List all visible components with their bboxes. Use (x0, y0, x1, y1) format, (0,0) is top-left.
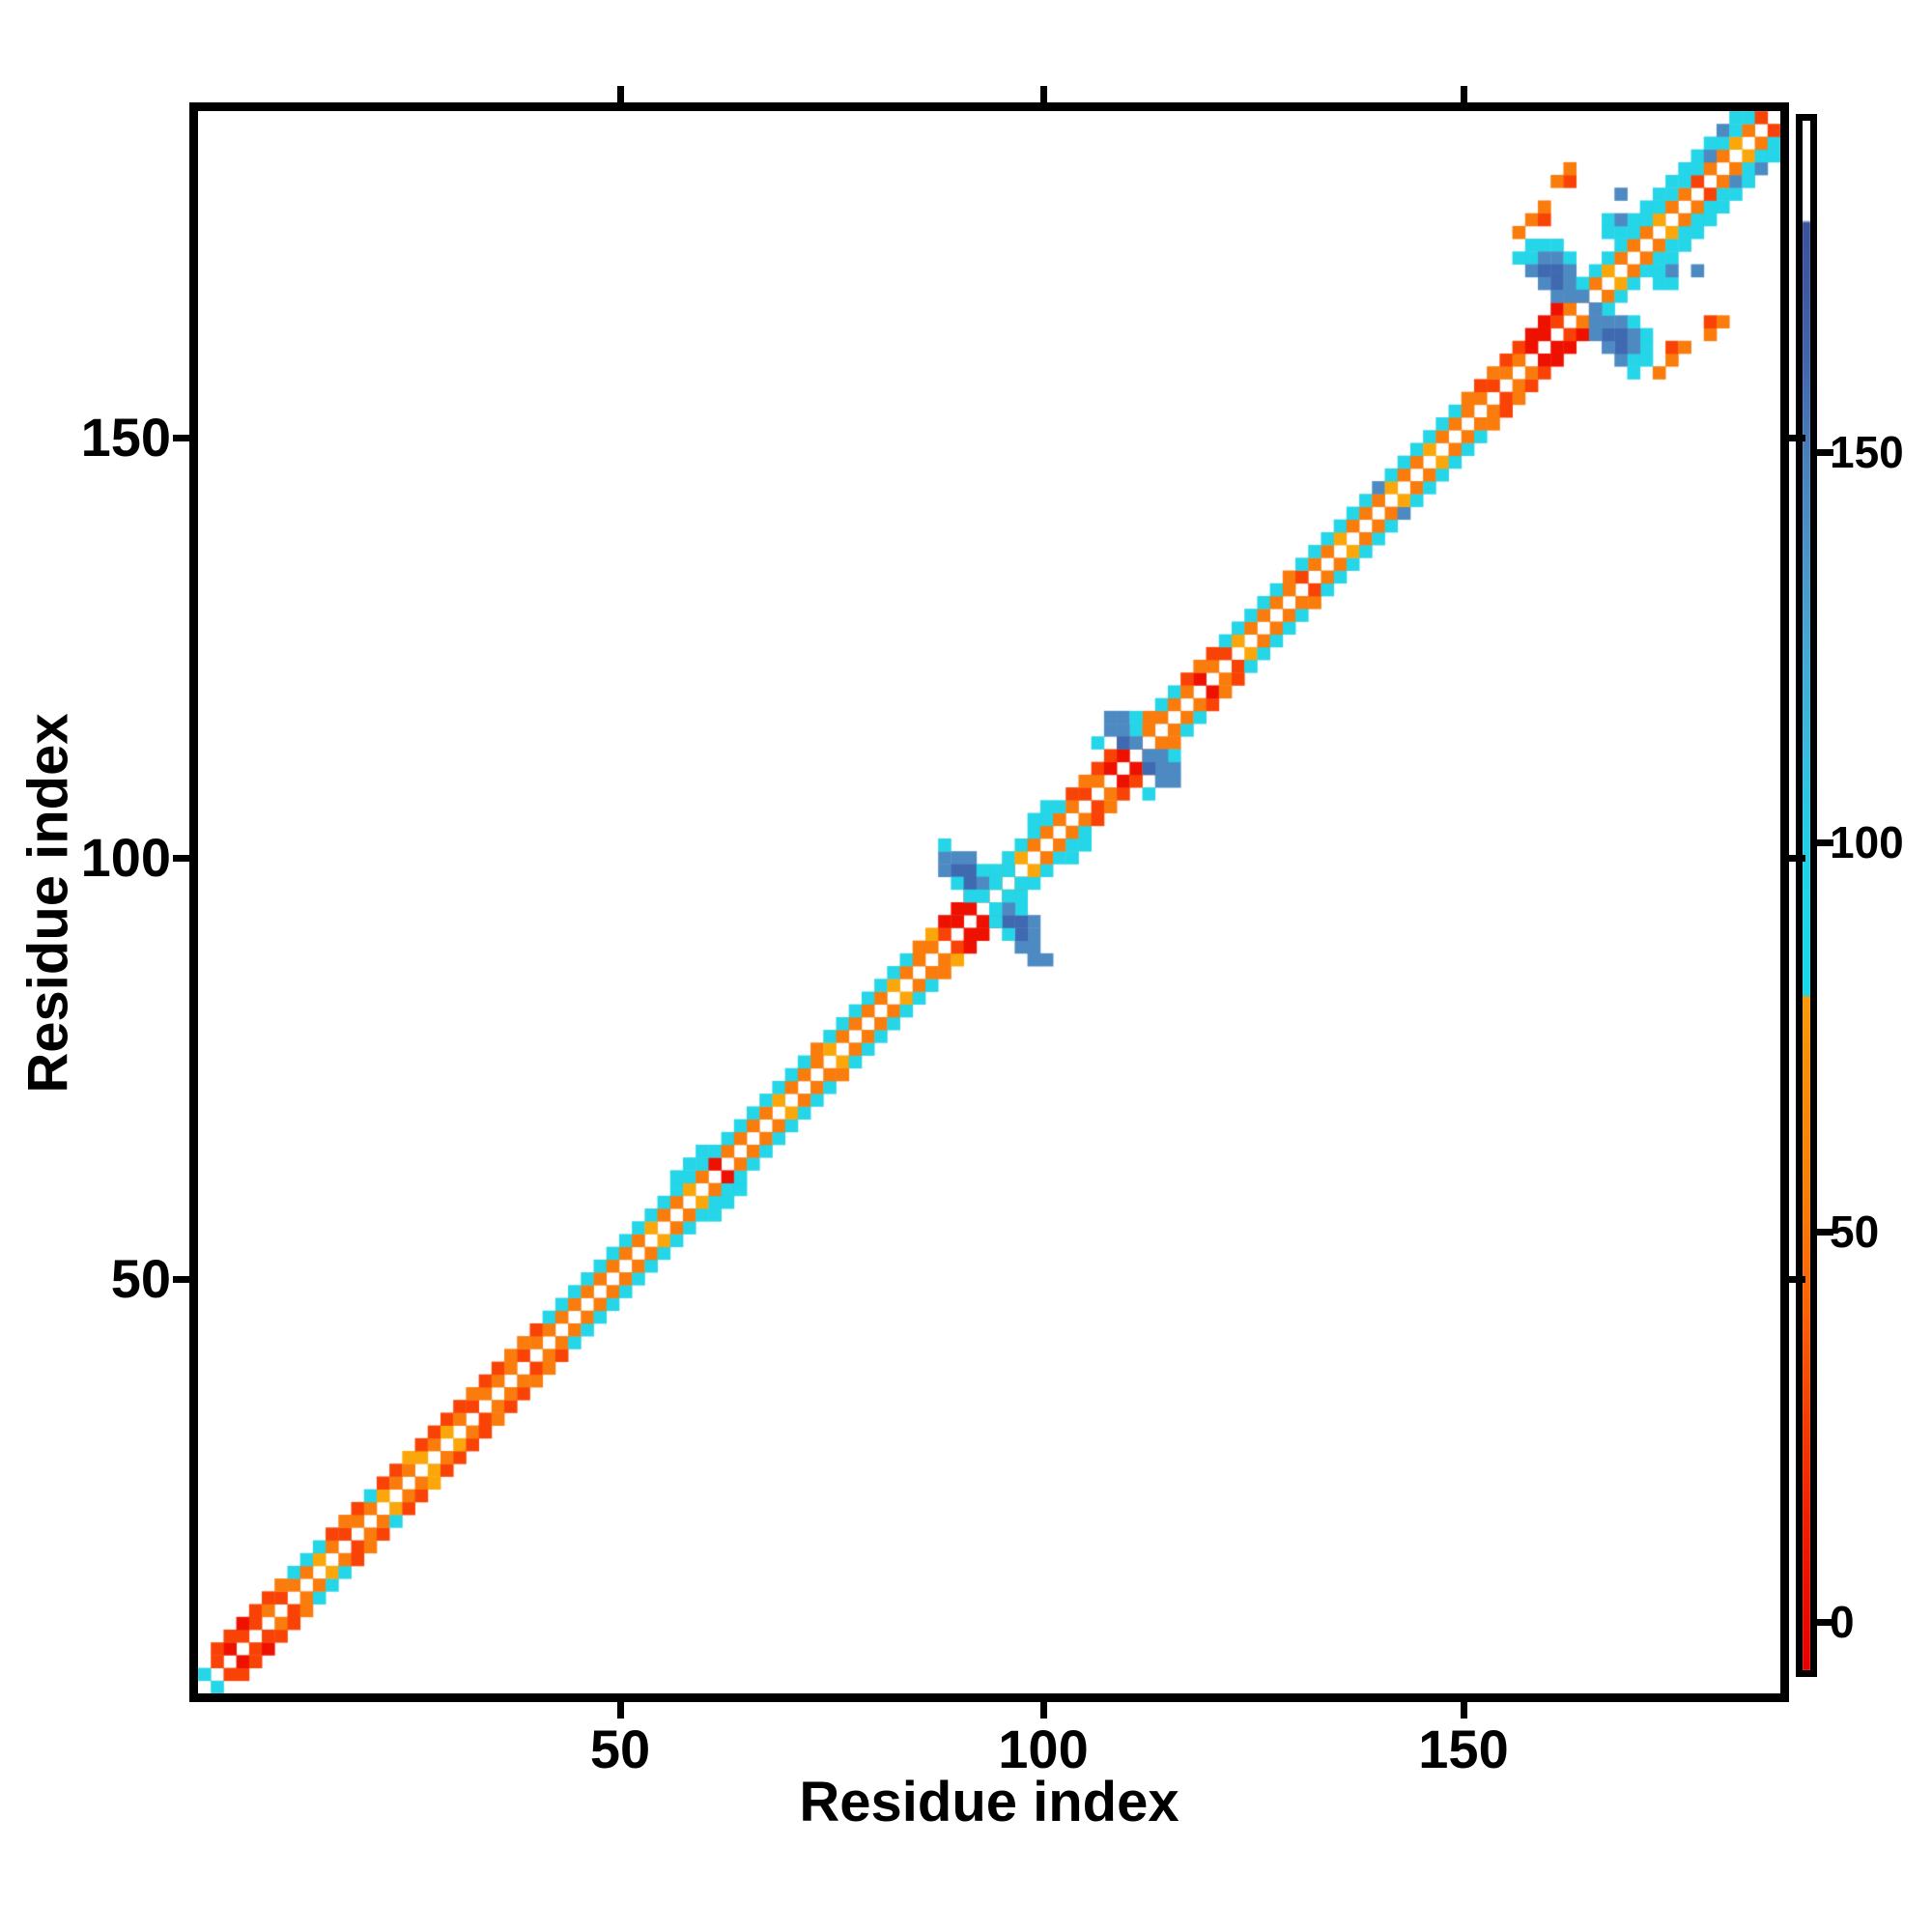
y-tick-label-100: 100 (80, 827, 171, 888)
x-tick-top-150 (1461, 86, 1467, 102)
x-tick-bottom-150 (1461, 1702, 1467, 1719)
x-tick-bottom-100 (1040, 1702, 1047, 1719)
y-tick-left-150 (173, 435, 189, 441)
colorbar-tick-label-100: 100 (1830, 817, 1904, 867)
plot-frame (189, 102, 1789, 1702)
x-tick-label-100: 100 (998, 1719, 1089, 1779)
y-tick-right-100 (1789, 855, 1805, 862)
colorbar-tick-100 (1817, 839, 1833, 846)
y-tick-right-50 (1789, 1276, 1805, 1283)
colorbar-frame (1796, 114, 1817, 1677)
x-axis-title: Residue index (799, 1771, 1179, 1833)
colorbar-tick-150 (1817, 449, 1833, 456)
colorbar-tick-label-0: 0 (1830, 1597, 1855, 1647)
colorbar-tick-label-150: 150 (1830, 427, 1904, 477)
y-axis-title: Residue index (16, 713, 80, 1094)
colorbar-tick-0 (1817, 1619, 1833, 1626)
y-tick-left-100 (173, 855, 189, 862)
colorbar-tick-label-50: 50 (1830, 1207, 1880, 1257)
x-tick-bottom-50 (617, 1702, 624, 1719)
y-tick-right-150 (1789, 435, 1805, 441)
y-tick-label-50: 50 (110, 1248, 171, 1309)
y-tick-label-150: 150 (80, 407, 171, 468)
colorbar-tick-50 (1817, 1229, 1833, 1236)
x-tick-top-100 (1040, 86, 1047, 102)
x-tick-top-50 (617, 86, 624, 102)
y-tick-left-50 (173, 1276, 189, 1283)
x-tick-label-50: 50 (589, 1719, 651, 1779)
x-tick-label-150: 150 (1418, 1719, 1509, 1779)
